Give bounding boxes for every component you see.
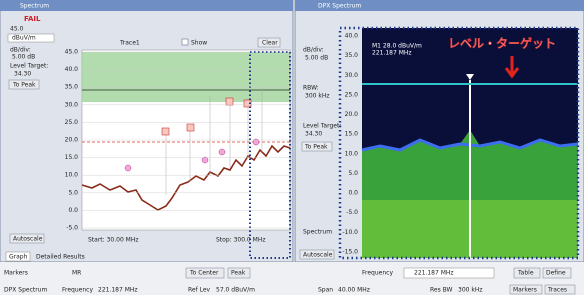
y-tick-label: 5.0 <box>348 170 358 177</box>
annotation: レベル・ターゲット <box>448 36 556 51</box>
db-div-value: 5.00 dB <box>12 54 35 61</box>
show-checkbox[interactable] <box>182 39 188 45</box>
tab-label[interactable]: Detailed Results <box>36 254 85 261</box>
stop: Stop: 300.0 MHz <box>216 237 266 244</box>
to-peak: To Peak <box>12 82 36 89</box>
to-peak: To Peak <box>304 144 328 151</box>
start: Start: 30.00 MHz <box>88 237 139 244</box>
marker-select[interactable]: MR <box>72 270 81 277</box>
db-div-label: dB/div: <box>303 47 324 54</box>
y-tick-label: 30.0 <box>65 101 79 108</box>
y-tick-label: 25.0 <box>65 119 79 126</box>
spectrum[interactable]: Spectrum <box>303 229 332 236</box>
trace-select[interactable]: Trace1 <box>119 40 140 47</box>
y-tick-label: 40.0 <box>65 66 79 73</box>
db-div-value: 5.00 dB <box>305 55 328 62</box>
y-tick-label: -5.0 <box>346 209 358 216</box>
level-target-value: 34.30 <box>305 131 322 138</box>
y-tick-label: -15.0 <box>342 249 358 256</box>
unit: dBuV/m <box>12 35 36 42</box>
y-tick-label: 40.0 <box>345 33 359 40</box>
db-div-label: dB/div: <box>10 47 31 54</box>
res-bw-value: 300 kHz <box>458 287 483 294</box>
rbw-value: 300 kHz <box>305 93 330 100</box>
autoscale: Autoscale <box>303 252 333 259</box>
ref-lev-value: 57.0 dBuV/m <box>216 287 255 294</box>
status-freq-value: 221.187 MHz <box>98 287 138 294</box>
page: Spectrum FAIL 45.0 dBuV/m dB/div: 5.00 d… <box>0 0 584 295</box>
y-tick-label: 10.0 <box>345 150 359 157</box>
status-title: DPX Spectrum <box>4 287 47 294</box>
show: Show <box>191 40 207 47</box>
ref-lev-label: Ref Lev <box>188 287 211 294</box>
window-title: Spectrum <box>20 3 49 10</box>
markers-label: Markers <box>4 270 28 277</box>
limit-band <box>82 52 290 102</box>
rbw-label: RBW: <box>303 85 319 92</box>
y-tick-label: 30.0 <box>345 72 359 79</box>
frequency-label: Frequency <box>362 270 393 277</box>
level-target-label: Level Target: <box>303 123 341 130</box>
to-center: To Center <box>189 270 219 277</box>
traces-btn: Traces <box>547 287 567 294</box>
level-target-label: Level Target: <box>10 63 48 70</box>
y-tick-label: 20.0 <box>65 137 79 144</box>
level-target-value: 34.30 <box>14 71 31 78</box>
screen: Spectrum FAIL 45.0 dBuV/m dB/div: 5.00 d… <box>0 0 584 295</box>
peak: Peak <box>231 270 246 277</box>
y-tick-label: 5.0 <box>68 189 78 196</box>
y-tick-label: -10.0 <box>342 229 358 236</box>
status-freq-label: Frequency <box>62 287 93 294</box>
y-tick-label: 10.0 <box>65 172 79 179</box>
span-value: 40.00 MHz <box>338 287 370 294</box>
y-tick-label: 0.0 <box>348 190 358 197</box>
frequency-value: 221.187 MHz <box>414 270 454 277</box>
window-title: DPX Spectrum <box>318 3 361 10</box>
marker-freq: 221.187 MHz <box>372 50 412 57</box>
table: Table <box>517 270 534 277</box>
y-tick-label: 45.0 <box>65 49 79 56</box>
marker-readout: M1 28.0 dBuV/m <box>372 43 422 50</box>
markers-btn: Markers <box>513 287 537 294</box>
clear: Clear <box>262 40 278 47</box>
span-label: Span <box>318 287 333 294</box>
y-tick-label: 15.0 <box>65 154 79 161</box>
tab-label: Graph <box>9 254 28 261</box>
fail-status: FAIL <box>24 15 41 23</box>
ref-level: 45.0 <box>10 26 24 33</box>
y-tick-label: 20.0 <box>345 111 359 118</box>
y-tick-label: 35.0 <box>65 84 79 91</box>
define: Define <box>546 270 566 277</box>
res-bw-label: Res BW <box>430 287 453 294</box>
y-tick-label: 0.0 <box>68 207 78 214</box>
y-tick-label: 15.0 <box>345 131 359 138</box>
y-tick-label: 35.0 <box>345 52 359 59</box>
autoscale: Autoscale <box>13 236 43 243</box>
y-tick-label: 25.0 <box>345 91 359 98</box>
y-tick-label: -5.0 <box>66 225 78 232</box>
